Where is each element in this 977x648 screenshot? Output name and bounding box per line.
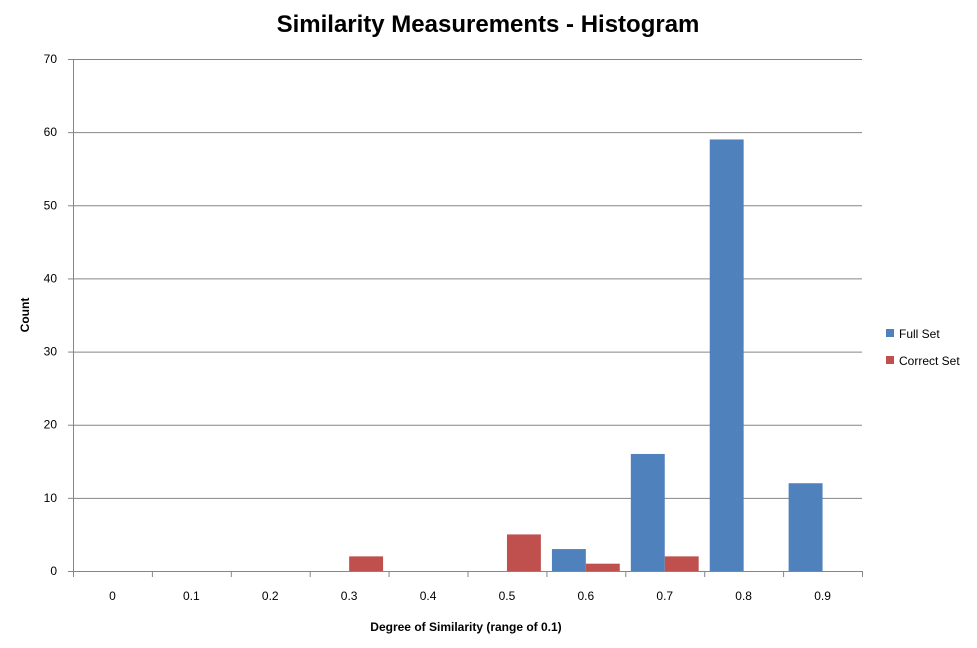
bar-correct-set-0.5 [506, 534, 541, 571]
y-tick-labels: 0 10 20 30 40 50 60 70 [44, 52, 58, 578]
x-tick-label: 0 [109, 589, 116, 603]
x-tick-label: 0.9 [814, 589, 831, 603]
y-tick-label: 10 [44, 491, 58, 505]
x-tick-label: 0.5 [499, 589, 516, 603]
x-tick-label: 0.7 [656, 589, 673, 603]
y-tick-label: 60 [44, 125, 58, 139]
bar-correct-set-0.3 [349, 556, 384, 571]
x-tick-label: 0.4 [420, 589, 437, 603]
x-tick-labels: 0 0.1 0.2 0.3 0.4 0.5 0.6 0.7 0.8 0.9 [109, 589, 831, 603]
bar-full-set-0.7 [630, 453, 665, 571]
x-tick-label: 0.3 [341, 589, 358, 603]
bar-full-set-0.6 [551, 549, 586, 571]
x-tick-label: 0.8 [735, 589, 752, 603]
x-axis-title: Degree of Similarity (range of 0.1) [370, 620, 561, 634]
legend-swatch-full-set [886, 329, 894, 337]
x-tick-label: 0.2 [262, 589, 279, 603]
bar-correct-set-0.6 [585, 563, 620, 571]
x-tick-label: 0.1 [183, 589, 200, 603]
y-tick-label: 50 [44, 198, 58, 212]
legend-swatch-correct-set [886, 356, 894, 364]
y-tick-label: 30 [44, 345, 58, 359]
y-tick-label: 70 [44, 52, 58, 66]
bars [349, 139, 823, 571]
bar-full-set-0.8 [709, 139, 744, 571]
x-tick-label: 0.6 [578, 589, 595, 603]
bar-correct-set-0.7 [664, 556, 699, 571]
y-axis-title: Count [18, 298, 32, 333]
y-tick-label: 20 [44, 418, 58, 432]
y-tick-label: 0 [50, 564, 57, 578]
y-tick-label: 40 [44, 271, 58, 285]
gridlines [73, 59, 862, 499]
chart-title: Similarity Measurements - Histogram [277, 11, 700, 38]
legend: Full Set Correct Set [886, 327, 960, 368]
bar-full-set-0.9 [788, 483, 823, 571]
legend-label: Correct Set [899, 354, 960, 368]
legend-label: Full Set [899, 327, 940, 341]
axes [68, 59, 863, 577]
